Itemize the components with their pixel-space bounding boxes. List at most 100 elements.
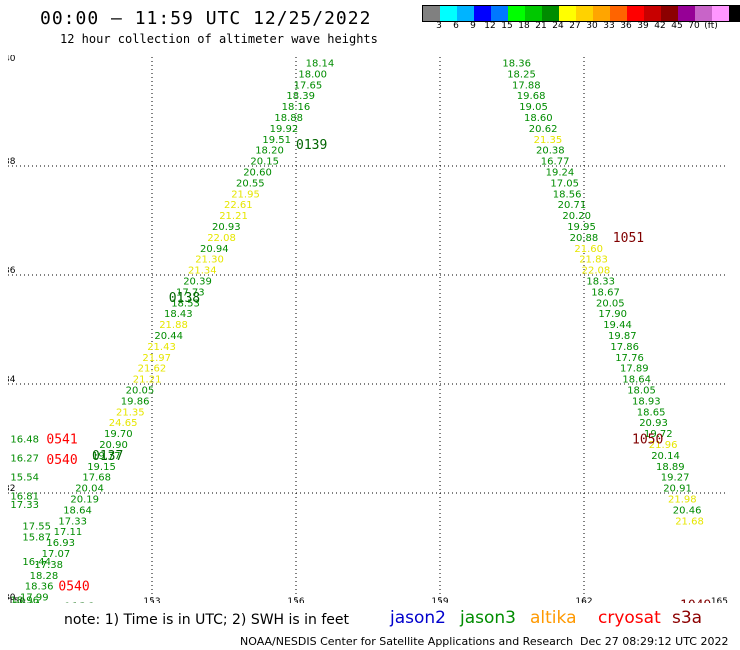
wave-height-value: 19.70 <box>104 429 133 440</box>
wave-height-value: 20.46 <box>673 505 702 516</box>
wave-height-value: 18.28 <box>30 571 59 582</box>
wave-height-value: 21.62 <box>138 364 167 375</box>
colorbar-swatch <box>474 6 491 21</box>
axis-ticks: 150 153 156 159 162 165 30 32 34 36 38 40 <box>8 55 728 603</box>
wave-height-value: 20.05 <box>126 385 155 396</box>
pass-id-label: 0540 <box>58 580 89 595</box>
lat-tick-label: 40 <box>8 55 16 64</box>
wave-height-value: 18.16 <box>282 102 311 113</box>
wave-height-value: 18.96 <box>10 595 39 603</box>
colorbar-swatch <box>525 6 542 21</box>
colorbar-swatch <box>695 6 712 21</box>
wave-height-value: 18.53 <box>171 298 200 309</box>
wave-height-value: 20.90 <box>99 440 128 451</box>
colorbar-label: 45 <box>671 21 683 31</box>
wave-height-value: 17.33 <box>10 500 39 511</box>
wave-height-value: 16.48 <box>10 435 39 446</box>
wave-height-value: 20.39 <box>183 276 212 287</box>
wave-height-value: 19.15 <box>87 462 116 473</box>
wave-height-value: 17.33 <box>58 516 87 527</box>
pass-id-label: 0137 <box>92 449 123 464</box>
wave-height-value: 21.83 <box>579 255 608 266</box>
satellite-legend-jason3: jason3 <box>460 608 516 628</box>
wave-height-value: 18.14 <box>306 58 335 69</box>
wave-height-value: 17.65 <box>294 80 323 91</box>
colorbar-swatch <box>440 6 457 21</box>
colorbar-swatch <box>423 6 440 21</box>
wave-height-value: 21.21 <box>133 375 162 386</box>
wave-height-value: 22.08 <box>582 266 611 277</box>
lon-tick-label: 165 <box>711 597 728 603</box>
wave-height-value: 18.65 <box>637 407 666 418</box>
wave-height-value: 18.89 <box>656 462 685 473</box>
pass-id-label: 0136 <box>63 601 94 603</box>
wave-height-value: 21.97 <box>142 353 171 364</box>
wave-height-value: 20.60 <box>243 167 272 178</box>
colorbar-swatch <box>508 6 525 21</box>
wave-height-value: 20.19 <box>70 494 99 505</box>
wave-height-value: 22.61 <box>224 200 253 211</box>
wave-height-value: 20.05 <box>596 298 625 309</box>
pass-id-label: 0540 <box>46 453 77 468</box>
wave-height-value: 19.72 <box>644 429 673 440</box>
wave-height-value: 18.25 <box>507 69 536 80</box>
generated-timestamp: Dec 27 08:29:12 UTC 2022 <box>580 635 729 648</box>
pass-id-label: 1049 <box>680 599 711 603</box>
wave-height-value: 20.94 <box>200 244 229 255</box>
wave-height-value: 21.68 <box>675 516 704 527</box>
pass-id-label: 1050 <box>632 433 663 448</box>
lat-tick-label: 32 <box>8 484 15 494</box>
wave-height-value: 21.95 <box>231 189 260 200</box>
wave-height-value: 18.11 <box>13 601 42 603</box>
wave-height-value: 21.96 <box>649 440 678 451</box>
colorbar-swatch <box>559 6 576 21</box>
colorbar-label: 9 <box>470 21 476 31</box>
wave-height-value: 15.87 <box>22 533 51 544</box>
colorbar-labels: 3 6 9 12 15 18 21 24 27 30 33 36 39 42 45 70 (ft) <box>422 21 732 33</box>
pass-id-label: 1051 <box>613 231 644 246</box>
satellite-legend-jason2: jason2 <box>390 608 446 628</box>
lat-tick-label: 34 <box>8 375 16 385</box>
wave-height-value: 17.68 <box>82 473 111 484</box>
colorbar-swatch <box>610 6 627 21</box>
chart-subtitle: 12 hour collection of altimeter wave hei… <box>60 32 378 46</box>
lat-tick-label: 36 <box>8 266 16 276</box>
wave-height-value: 18.67 <box>591 287 620 298</box>
wave-height-value: 21.35 <box>534 135 563 146</box>
wave-height-value: 20.88 <box>570 233 599 244</box>
satellite-legend-s3a: s3a <box>672 608 703 628</box>
lon-tick-label: 153 <box>143 597 160 603</box>
satellite-legend-cryosat: cryosat <box>598 608 661 628</box>
colorbar-swatch <box>593 6 610 21</box>
pass-id-label: 0139 <box>296 138 327 153</box>
colorbar-swatch <box>542 6 559 21</box>
wave-height-value: 19.24 <box>546 167 575 178</box>
pass-id-label: 0138 <box>169 291 200 306</box>
wave-height-value: 18.64 <box>63 505 92 516</box>
wave-height-value: 19.27 <box>661 473 690 484</box>
colorbar-label: 70 <box>688 21 700 31</box>
wave-height-value: 19.68 <box>517 91 546 102</box>
wave-height-value: 17.73 <box>176 287 205 298</box>
wave-height-value: 20.93 <box>212 222 241 233</box>
wave-height-value: 21.30 <box>195 255 224 266</box>
colorbar-swatch <box>644 6 661 21</box>
lon-tick-label: 150 <box>8 597 25 603</box>
wave-height-value: 19.92 <box>270 124 299 135</box>
wave-height-value: 15.54 <box>10 473 39 484</box>
colorbar-label: 3 <box>436 21 442 31</box>
lat-tick-label: 38 <box>8 157 16 167</box>
wave-height-value: 21.60 <box>574 244 603 255</box>
colorbar-swatch <box>661 6 678 21</box>
wave-height-value: 17.76 <box>615 353 644 364</box>
wave-height-value: 18.36 <box>502 58 531 69</box>
pass-id-label: 0541 <box>46 433 77 448</box>
footnote: note: 1) Time is in UTC; 2) SWH is in fe… <box>64 612 350 628</box>
lat-lon-grid <box>8 57 728 602</box>
colorbar-swatch <box>457 6 474 21</box>
wave-height-value: 16.27 <box>10 454 39 465</box>
wave-height-value: 19.95 <box>567 222 596 233</box>
colorbar-label: 15 <box>501 21 513 31</box>
wave-height-value: 18.05 <box>627 385 656 396</box>
wave-height-value: 17.05 <box>550 178 579 189</box>
